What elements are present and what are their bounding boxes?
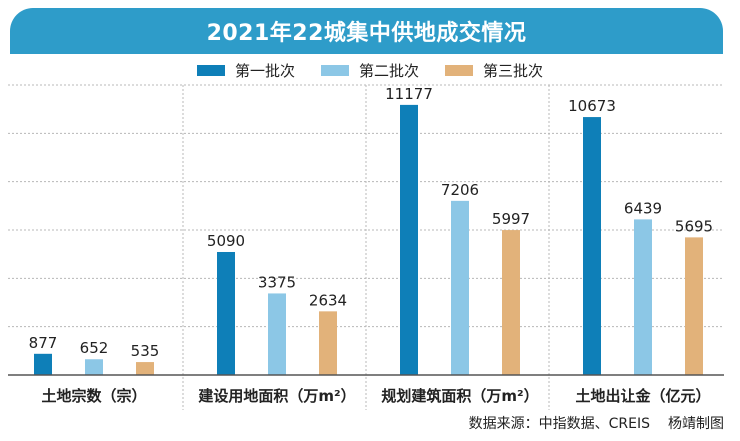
data-label-2-series-3: 2634 (309, 291, 347, 309)
data-label-2-series-2: 3375 (258, 273, 296, 291)
data-label-4-series-1: 10673 (568, 97, 616, 115)
bar-3-series-1 (400, 104, 418, 376)
data-label-4-series-2: 6439 (624, 199, 662, 217)
legend-swatch-series-1 (196, 65, 225, 76)
bar-1-series-3 (136, 362, 154, 375)
bar-3-series-2 (451, 200, 469, 375)
bar-4-series-3 (685, 237, 703, 375)
bar-2-series-1 (217, 251, 235, 375)
bar-3-series-3 (502, 230, 520, 375)
legend-item-series-1: 第一批次 (196, 60, 295, 81)
chart-title: 2021年22城集中供地成交情况 (206, 21, 527, 46)
legend-label-series-2: 第二批次 (358, 62, 419, 80)
category-label-4: 土地出让金（亿元） (575, 387, 710, 405)
legend-swatch-series-3 (445, 65, 473, 76)
bar-1-series-1 (34, 353, 52, 375)
bar-4-series-2 (634, 219, 652, 375)
bar-2-series-3 (319, 311, 337, 375)
footer: 数据来源：中指数据、CREIS 杨靖制图 (469, 413, 724, 433)
legend-item-series-2: 第二批次 (320, 60, 419, 81)
chart-legend: 第一批次 第二批次 第三批次 (0, 60, 740, 81)
bar-1-series-2 (85, 359, 103, 375)
legend-label-series-1: 第一批次 (234, 62, 295, 80)
data-label-3-series-2: 7206 (441, 181, 479, 199)
data-label-3-series-3: 5997 (492, 210, 530, 228)
data-label-1-series-2: 652 (80, 339, 109, 357)
chart-title-bar: 2021年22城集中供地成交情况 (10, 8, 723, 54)
bar-4-series-1 (583, 117, 601, 376)
data-label-3-series-1: 11177 (385, 85, 433, 103)
category-label-2: 建设用地面积（万m²） (198, 387, 355, 405)
legend-item-series-3: 第三批次 (445, 60, 543, 81)
source-note: 数据来源：中指数据、CREIS (468, 416, 650, 432)
data-label-4-series-3: 5695 (675, 217, 713, 235)
legend-label-series-3: 第三批次 (483, 62, 544, 80)
data-label-1-series-1: 877 (29, 334, 58, 352)
category-label-1: 土地宗数（宗） (41, 387, 146, 405)
bar-2-series-2 (268, 293, 286, 375)
data-label-2-series-1: 5090 (207, 232, 245, 250)
data-label-1-series-3: 535 (131, 342, 160, 360)
author-credit: 杨靖制图 (668, 416, 724, 432)
category-label-3: 规划建筑面积（万m²） (381, 387, 538, 405)
legend-swatch-series-2 (320, 65, 349, 76)
